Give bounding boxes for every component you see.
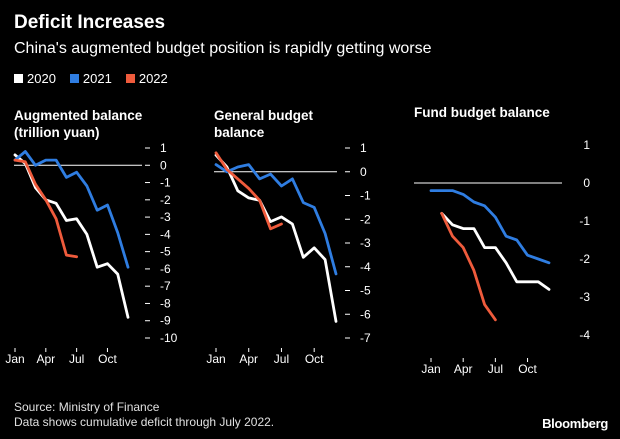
legend-item-2021: 2021: [69, 71, 112, 86]
legend-swatch-2021: [69, 74, 79, 83]
panel-title-general: General budget balance: [214, 107, 313, 141]
panel1-y-tick-label: -5: [360, 284, 371, 298]
panel0-y-tick-label: 0: [160, 158, 167, 172]
panel2-x-tick-label: Jul: [488, 362, 503, 376]
panel1-x-tick-label: Jul: [274, 352, 289, 366]
panel2-y-tick-label: 0: [583, 176, 590, 190]
panel-title-line: Augmented balance: [14, 108, 143, 123]
panel2-series-line-2022: [440, 211, 497, 322]
panel0-series-line-2022: [13, 158, 78, 259]
legend-label: 2021: [82, 71, 112, 86]
panel0-series-line-2021: [13, 150, 130, 269]
chart-title: Deficit Increases: [14, 12, 166, 33]
panel-title-line: Fund budget balance: [414, 105, 550, 120]
panel-title-line: balance: [214, 125, 265, 140]
panel0-y-tick-label: -7: [160, 279, 171, 293]
panel1-series-line-2021: [214, 163, 338, 276]
panel1-x-tick-label: Jan: [206, 352, 225, 366]
panel0-y-tick-label: -8: [160, 296, 171, 310]
panel0-y-tick-label: -2: [160, 193, 171, 207]
panel0-y-tick-label: -10: [160, 331, 178, 345]
panel2-x-tick-label: Jan: [421, 362, 440, 376]
chart-subtitle: China's augmented budget position is rap…: [14, 40, 432, 57]
panel2-y-tick-label: -3: [579, 290, 590, 304]
panel2-x-tick-label: Oct: [518, 362, 537, 376]
panel2-y-tick-label: -4: [579, 328, 590, 342]
panel0-y-tick-label: 1: [160, 141, 167, 155]
legend-item-2020: 2020: [14, 71, 56, 86]
data-note: Data shows cumulative deficit through Ju…: [14, 415, 275, 429]
panel0-x-tick-label: Jan: [5, 352, 24, 366]
panel2-y-tick-label: 1: [583, 138, 590, 152]
panel0-y-tick-label: -3: [160, 210, 171, 224]
legend: 2020 2021 2022: [14, 71, 168, 86]
panel2-series-line-2020: [440, 211, 551, 291]
panel1-y-tick-label: -6: [360, 307, 371, 321]
legend-swatch-2020: [14, 74, 23, 83]
panel0-y-tick-label: -1: [160, 176, 171, 190]
panel2-y-tick-label: -1: [579, 214, 590, 228]
panel1-y-tick-label: -4: [360, 260, 371, 274]
panel1-y-tick-label: -2: [360, 212, 371, 226]
panel0-y-tick-label: -9: [160, 314, 171, 328]
panel1-y-tick-label: -7: [360, 331, 371, 345]
panel0-x-tick-label: Jul: [69, 352, 84, 366]
legend-swatch-2022: [125, 74, 135, 83]
panel0-y-tick-label: -6: [160, 262, 171, 276]
panel1-y-tick-label: 1: [360, 141, 367, 155]
panel-title-fund: Fund budget balance: [414, 104, 550, 121]
panel0-x-tick-label: Apr: [36, 352, 55, 366]
panel1-y-tick-label: 0: [360, 165, 367, 179]
panel1-x-tick-label: Oct: [305, 352, 324, 366]
panel-title-line: (trillion yuan): [14, 125, 100, 140]
panel-title-augmented: Augmented balance (trillion yuan): [14, 107, 142, 141]
panel-title-line: General budget: [214, 108, 314, 123]
panel1-y-tick-label: -3: [360, 236, 371, 250]
panel1-series-line-2022: [214, 151, 283, 231]
panel0-y-tick-label: -5: [160, 245, 171, 259]
panel2-y-tick-label: -2: [579, 252, 590, 266]
panel1-y-tick-label: -1: [360, 189, 371, 203]
legend-label: 2022: [138, 71, 168, 86]
panel2-x-tick-label: Apr: [454, 362, 473, 376]
panel2-series-line-2021: [429, 189, 551, 265]
legend-label: 2020: [27, 71, 56, 86]
panel1-series-line-2020: [214, 153, 338, 323]
bloomberg-logo: Bloomberg: [542, 416, 608, 431]
panel0-x-tick-label: Oct: [98, 352, 117, 366]
panel0-y-tick-label: -4: [160, 227, 171, 241]
legend-item-2022: 2022: [125, 71, 168, 86]
source-note: Source: Ministry of Finance: [14, 400, 160, 414]
panel1-x-tick-label: Apr: [239, 352, 258, 366]
